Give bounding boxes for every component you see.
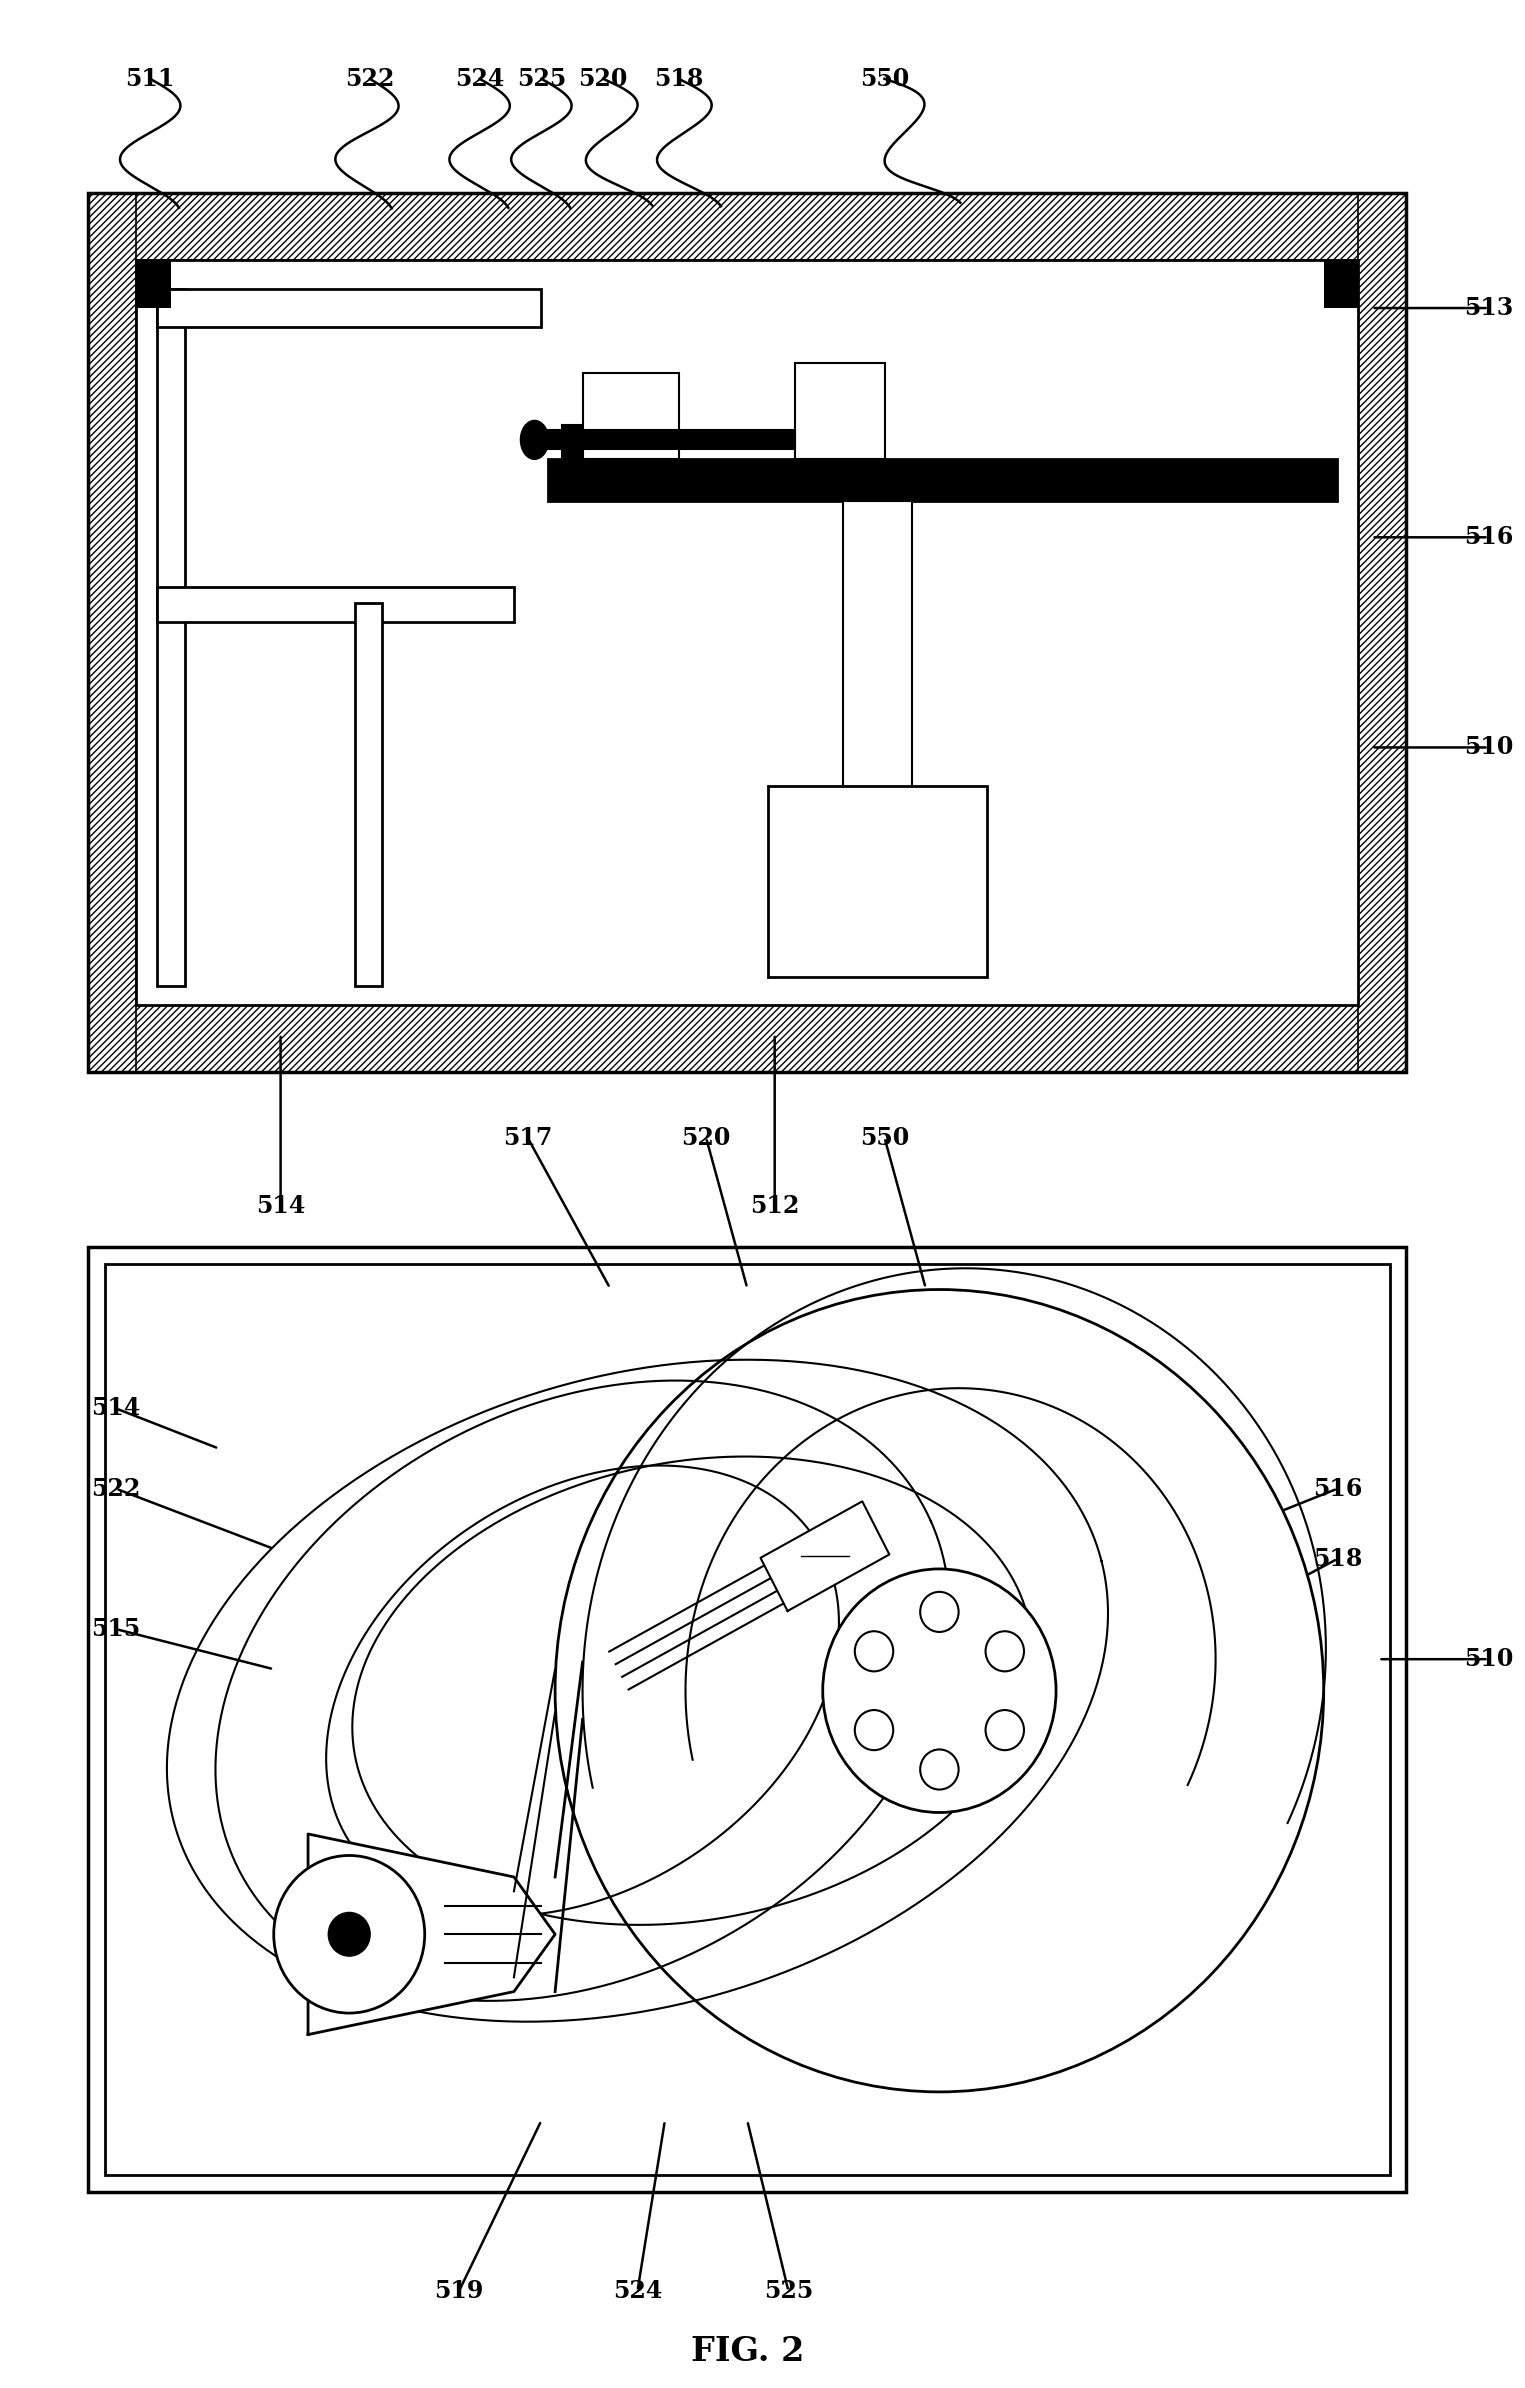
Bar (1359, 193, 1406, 1072)
Bar (843, 501, 912, 824)
Text: 518: 518 (1313, 1547, 1362, 1571)
Bar (157, 289, 541, 327)
Circle shape (824, 1569, 1055, 1812)
Bar (137, 260, 1357, 1005)
Bar (137, 260, 171, 308)
Polygon shape (308, 1834, 555, 2035)
Text: 550: 550 (860, 67, 909, 91)
Bar (355, 602, 383, 986)
Text: 517: 517 (503, 1125, 552, 1149)
Bar (528, 430, 796, 449)
Circle shape (920, 1750, 959, 1789)
Text: 511: 511 (125, 67, 175, 91)
Text: 519: 519 (435, 2278, 483, 2302)
Circle shape (329, 1913, 369, 1956)
Bar (137, 260, 1357, 1005)
Circle shape (985, 1710, 1023, 1750)
Bar (88, 193, 137, 1072)
Polygon shape (761, 1502, 889, 1612)
Text: 550: 550 (860, 1125, 909, 1149)
Text: 524: 524 (454, 67, 505, 91)
Text: 516: 516 (1313, 1476, 1362, 1500)
Text: 520: 520 (682, 1125, 730, 1149)
Bar (583, 373, 679, 458)
Bar (88, 193, 1406, 260)
Circle shape (856, 1710, 894, 1750)
Text: 513: 513 (1464, 296, 1513, 320)
Circle shape (920, 1593, 959, 1631)
Text: 518: 518 (654, 67, 703, 91)
Text: FIG. 1: FIG. 1 (691, 1256, 804, 1290)
Text: 522: 522 (92, 1476, 140, 1500)
Text: 516: 516 (1464, 525, 1513, 549)
Text: 525: 525 (764, 2278, 813, 2302)
Text: 514: 514 (256, 1194, 305, 1218)
Bar (549, 458, 1337, 501)
Text: 515: 515 (92, 1617, 140, 1641)
Text: 522: 522 (345, 67, 395, 91)
Bar (796, 363, 884, 458)
Bar (157, 587, 514, 621)
Text: FIG. 2: FIG. 2 (691, 2335, 804, 2369)
Text: 520: 520 (578, 67, 628, 91)
Circle shape (273, 1855, 424, 2013)
Text: 524: 524 (613, 2278, 662, 2302)
Text: 512: 512 (750, 1194, 799, 1218)
Text: 510: 510 (1464, 1648, 1513, 1672)
Circle shape (555, 1290, 1324, 2092)
Text: 525: 525 (517, 67, 566, 91)
Bar (1324, 260, 1359, 308)
Bar (561, 425, 583, 458)
Bar (767, 786, 988, 977)
Circle shape (856, 1631, 894, 1672)
Bar (88, 1005, 1406, 1072)
Circle shape (522, 420, 549, 458)
Circle shape (985, 1631, 1023, 1672)
Text: 510: 510 (1464, 736, 1513, 759)
Bar (157, 289, 185, 986)
Text: 514: 514 (92, 1397, 140, 1421)
